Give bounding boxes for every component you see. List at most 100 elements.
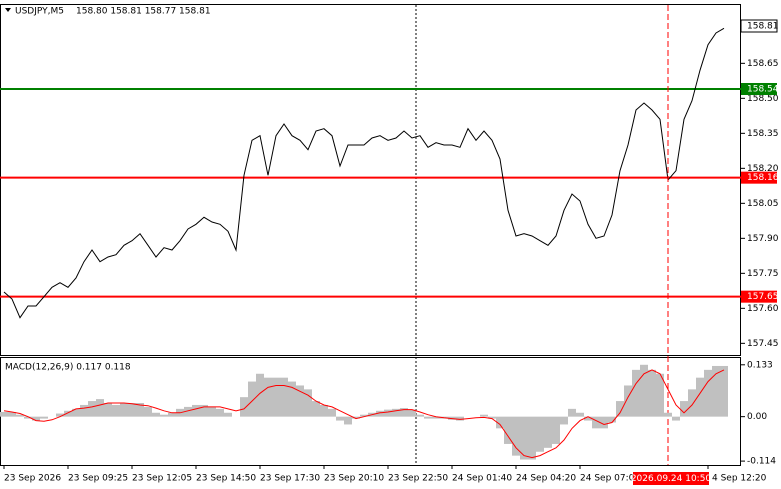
- x-tick-label: 24 Sep 07:00: [580, 474, 640, 484]
- histogram-bar: [392, 408, 400, 417]
- y-tick-label: 157.90: [747, 234, 779, 244]
- histogram-bar: [536, 416, 544, 452]
- histogram-bar: [408, 409, 416, 417]
- y-tick-label: 0.00: [747, 412, 767, 422]
- macd-title: MACD(12,26,9) 0.117 0.118: [5, 363, 131, 373]
- histogram-bar: [128, 403, 136, 417]
- level-tag: [741, 83, 777, 95]
- histogram-bar: [320, 404, 328, 417]
- histogram-bar: [552, 416, 560, 444]
- histogram-bar: [208, 406, 216, 417]
- level-tag: [741, 171, 777, 184]
- histogram-bar: [488, 416, 496, 419]
- histogram-bar: [528, 416, 536, 460]
- x-tick-label: 24 Sep 04:20: [516, 474, 576, 484]
- level-label: 158.16: [747, 173, 779, 183]
- histogram-bar: [72, 408, 80, 417]
- histogram-bar: [672, 416, 680, 421]
- histogram-bar: [64, 410, 72, 417]
- price-line: [3, 27, 725, 319]
- histogram-bar: [656, 373, 664, 417]
- histogram-bar: [376, 410, 384, 417]
- histogram-bar: [152, 412, 160, 417]
- histogram-bar: [160, 414, 168, 417]
- histogram-bar: [712, 365, 720, 417]
- histogram-bar: [216, 408, 224, 417]
- last-price-tag: [740, 19, 778, 33]
- histogram-bar: [352, 416, 360, 419]
- y-tick-label: 158.50: [747, 94, 779, 104]
- histogram-bar: [200, 404, 208, 417]
- histogram-bar: [456, 416, 464, 421]
- histogram-bar: [304, 389, 312, 417]
- histogram-bar: [576, 412, 584, 417]
- y-tick-label: 0.133: [747, 360, 773, 370]
- level-tag: [741, 290, 777, 303]
- histogram-bar: [224, 412, 232, 417]
- histogram-bar: [568, 408, 576, 417]
- x-tick-label: 23 Sep 09:25: [68, 474, 128, 484]
- histogram-bar: [168, 412, 176, 417]
- histogram-bar: [264, 377, 272, 417]
- crosshair-label: 2026.09.24 10:50: [631, 474, 712, 484]
- histogram-bar: [336, 416, 344, 421]
- histogram-bar: [512, 416, 520, 456]
- histogram-bar: [0, 411, 8, 417]
- y-tick-label: 157.75: [747, 269, 779, 279]
- signal-line: [3, 369, 725, 459]
- histogram-bar: [384, 409, 392, 417]
- histogram-bar: [584, 416, 592, 421]
- histogram-bar: [144, 406, 152, 417]
- x-tick-label: 23 Sep 14:50: [196, 474, 256, 484]
- histogram-bar: [256, 373, 264, 417]
- y-tick-label: 158.20: [747, 164, 779, 174]
- histogram-bar: [288, 381, 296, 417]
- menu-arrow: [5, 8, 11, 12]
- histogram-bar: [344, 416, 352, 425]
- histogram-bar: [328, 408, 336, 417]
- histogram-bar: [16, 414, 24, 417]
- symbol: USDJPY,M5: [15, 7, 64, 17]
- macd-panel-frame: [0, 357, 741, 466]
- x-tick-label: 4 Sep 12:20: [712, 474, 767, 484]
- histogram-bar: [312, 401, 320, 417]
- histogram-bar: [8, 411, 16, 417]
- histogram-bar: [624, 385, 632, 417]
- crosshair-tag: [633, 472, 709, 485]
- histogram-bar: [664, 412, 672, 417]
- histogram-bar: [80, 404, 88, 417]
- histogram-bar: [360, 414, 368, 417]
- histogram-bar: [704, 369, 712, 417]
- histogram-bar: [56, 413, 64, 417]
- histogram-bar: [648, 369, 656, 417]
- y-tick-label: -0.114: [747, 457, 776, 467]
- y-tick-label: 157.45: [747, 339, 779, 349]
- histogram-bar: [680, 401, 688, 417]
- histogram-bar: [424, 416, 432, 419]
- price-panel-frame: [0, 4, 741, 356]
- last-price-label: 158.81: [747, 22, 779, 32]
- x-tick-label: 23 Sep 17:30: [260, 474, 320, 484]
- histogram-bar: [400, 408, 408, 417]
- histogram-bar: [608, 416, 616, 423]
- histogram-bar: [136, 403, 144, 417]
- histogram-bar: [432, 416, 440, 419]
- histogram-bar: [104, 403, 112, 417]
- histogram-bar: [280, 377, 288, 417]
- y-tick-label: 157.60: [747, 304, 779, 314]
- histogram-bar: [640, 364, 648, 417]
- x-tick-label: 24 Sep 01:40: [452, 474, 512, 484]
- histogram-bar: [24, 416, 32, 419]
- histogram-bar: [592, 416, 600, 429]
- ohlc: 158.80 158.81 158.77 158.81: [76, 7, 211, 17]
- histogram-bar: [560, 416, 568, 425]
- histogram-bar: [616, 401, 624, 417]
- y-tick-label: 158.35: [747, 129, 779, 139]
- y-tick-label: 158.65: [747, 59, 779, 69]
- histogram-bar: [248, 381, 256, 417]
- histogram-bar: [192, 404, 200, 417]
- histogram-bar: [480, 414, 488, 417]
- histogram-bar: [272, 377, 280, 417]
- histogram-bar: [120, 403, 128, 417]
